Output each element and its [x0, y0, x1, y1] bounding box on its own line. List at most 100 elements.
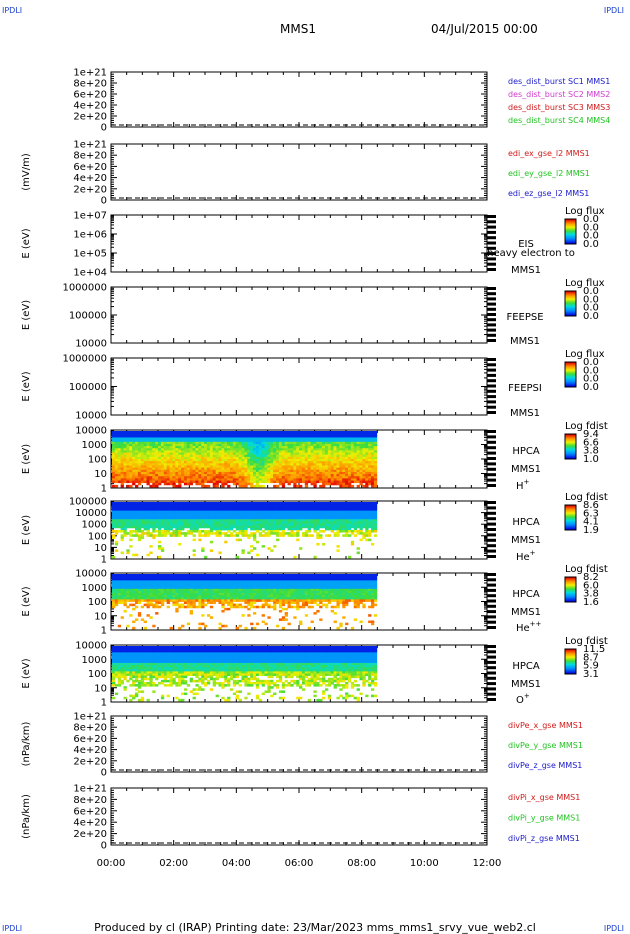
colorbar-cell — [565, 366, 576, 368]
colorbar-cell — [565, 512, 576, 514]
colorbar-cell — [565, 578, 576, 580]
corner-label-bottom-left: IPDLI — [2, 924, 23, 933]
colorbar-cell — [565, 654, 576, 656]
colorbar-cell — [565, 242, 576, 244]
colorbar-tick-label: 11.5 — [583, 644, 605, 655]
legend-entry: des_dist_burst SC3 MMS3 — [508, 103, 610, 112]
y-tick-label: 10 — [94, 683, 107, 694]
colorbar-cell — [565, 649, 576, 651]
panel-frame-p10 — [110, 715, 488, 773]
colorbar-frame — [564, 290, 577, 317]
colorbar-cell — [565, 665, 576, 667]
y-tick-label: 4e+20 — [73, 818, 107, 829]
y-axis-label: E (eV) — [21, 228, 32, 258]
colorbar-cell — [565, 365, 576, 367]
y-tick-label: 6e+20 — [73, 806, 107, 817]
y-tick-label: 1000000 — [62, 354, 107, 365]
colorbar-tick-label: 0.0 — [583, 294, 599, 305]
colorbar-tick-label: 0.0 — [583, 239, 599, 250]
y-tick-label: 1 — [101, 698, 107, 709]
colorbar-cell — [565, 372, 576, 374]
colorbar-cell — [565, 364, 576, 366]
colorbar-cell — [565, 672, 576, 674]
colorbar-cell — [565, 224, 576, 226]
right-tick-bar — [487, 698, 496, 701]
colorbar-cell — [565, 523, 576, 525]
right-tick-bar — [487, 626, 496, 629]
instrument-label: HPCA — [512, 661, 540, 672]
colorbar-cell — [565, 585, 576, 587]
colorbar-cell — [565, 435, 576, 437]
colorbar-cell — [565, 590, 576, 592]
product-label: heavy electron to — [487, 248, 575, 259]
y-tick-label: 6e+20 — [73, 90, 107, 101]
colorbar-tick-label: 8.7 — [583, 652, 599, 663]
spectrogram-heplus — [112, 502, 378, 559]
y-tick-label: 2e+20 — [73, 112, 107, 123]
species-label: He+ — [516, 549, 536, 563]
panel-frame-p4 — [110, 286, 488, 344]
right-tick-bar — [487, 307, 496, 311]
colorbar-tick-label: 6.0 — [583, 580, 599, 591]
right-tick-bar — [487, 687, 496, 691]
right-tick-bar — [487, 230, 496, 234]
right-tick-bar — [487, 292, 496, 296]
y-tick-label: 4e+20 — [73, 101, 107, 112]
colorbar-cell — [565, 436, 576, 438]
right-tick-bar — [487, 379, 496, 383]
right-tick-bar — [487, 610, 496, 614]
corner-label-right: IPDLI — [603, 6, 624, 15]
right-tick-bar — [487, 328, 496, 332]
spectrogram-hplus — [112, 431, 378, 488]
right-tick-bar — [487, 511, 496, 515]
colorbar-cell — [565, 592, 576, 594]
corner-label-bottom-right: IPDLI — [603, 924, 624, 933]
right-tick-bar — [487, 287, 496, 290]
colorbar-cell — [565, 443, 576, 445]
colorbar-cell — [565, 373, 576, 375]
colorbar-tick-label: 0.0 — [583, 365, 599, 376]
colorbar-cell — [565, 593, 576, 595]
colorbar-cell — [565, 669, 576, 671]
right-tick-bar — [487, 671, 496, 675]
colorbar-cell — [565, 301, 576, 303]
colorbar-cell — [565, 369, 576, 371]
spectrogram-heplusplus — [112, 574, 378, 630]
colorbar-cell — [565, 526, 576, 528]
x-tick-label: 06:00 — [285, 858, 314, 869]
y-tick-label: 100 — [88, 455, 107, 466]
colorbar-cell — [565, 579, 576, 581]
right-tick-bar — [487, 368, 496, 372]
colorbar-cell — [565, 587, 576, 589]
y-tick-label: 1e+05 — [73, 249, 107, 260]
spacecraft-label: MMS1 — [511, 535, 541, 546]
colorbar-cell — [565, 510, 576, 512]
colorbar-title: Log flux — [565, 278, 605, 289]
colorbar-cell — [565, 314, 576, 316]
right-tick-bar — [487, 462, 496, 466]
colorbar-cell — [565, 381, 576, 383]
corner-label-left: IPDLI — [2, 6, 23, 15]
right-tick-bar — [487, 484, 496, 487]
y-axis-label: (mV/m) — [21, 153, 32, 191]
colorbar-cell — [565, 375, 576, 377]
colorbar-cell — [565, 520, 576, 522]
colorbar-cell — [565, 582, 576, 584]
colorbar-cell — [565, 581, 576, 583]
colorbar-cell — [565, 233, 576, 235]
colorbar-cell — [565, 650, 576, 652]
legend-entry: divPi_z_gse MMS1 — [508, 834, 580, 843]
spacecraft-label: MMS1 — [510, 336, 540, 347]
colorbar-cell — [565, 516, 576, 518]
colorbar-cell — [565, 368, 576, 370]
colorbar-cell — [565, 227, 576, 229]
colorbar-cell — [565, 294, 576, 296]
colorbar-tick-label: 0.0 — [583, 214, 599, 225]
colorbar-cell — [565, 670, 576, 672]
legend-entry: edi_ex_gse_l2 MMS1 — [508, 149, 590, 158]
right-tick-bar — [487, 594, 496, 598]
colorbar-title: Log fdist — [565, 421, 608, 432]
y-tick-label: 1e+06 — [73, 230, 107, 241]
colorbar-cell — [565, 371, 576, 373]
colorbar-tick-label: 4.1 — [583, 517, 599, 528]
